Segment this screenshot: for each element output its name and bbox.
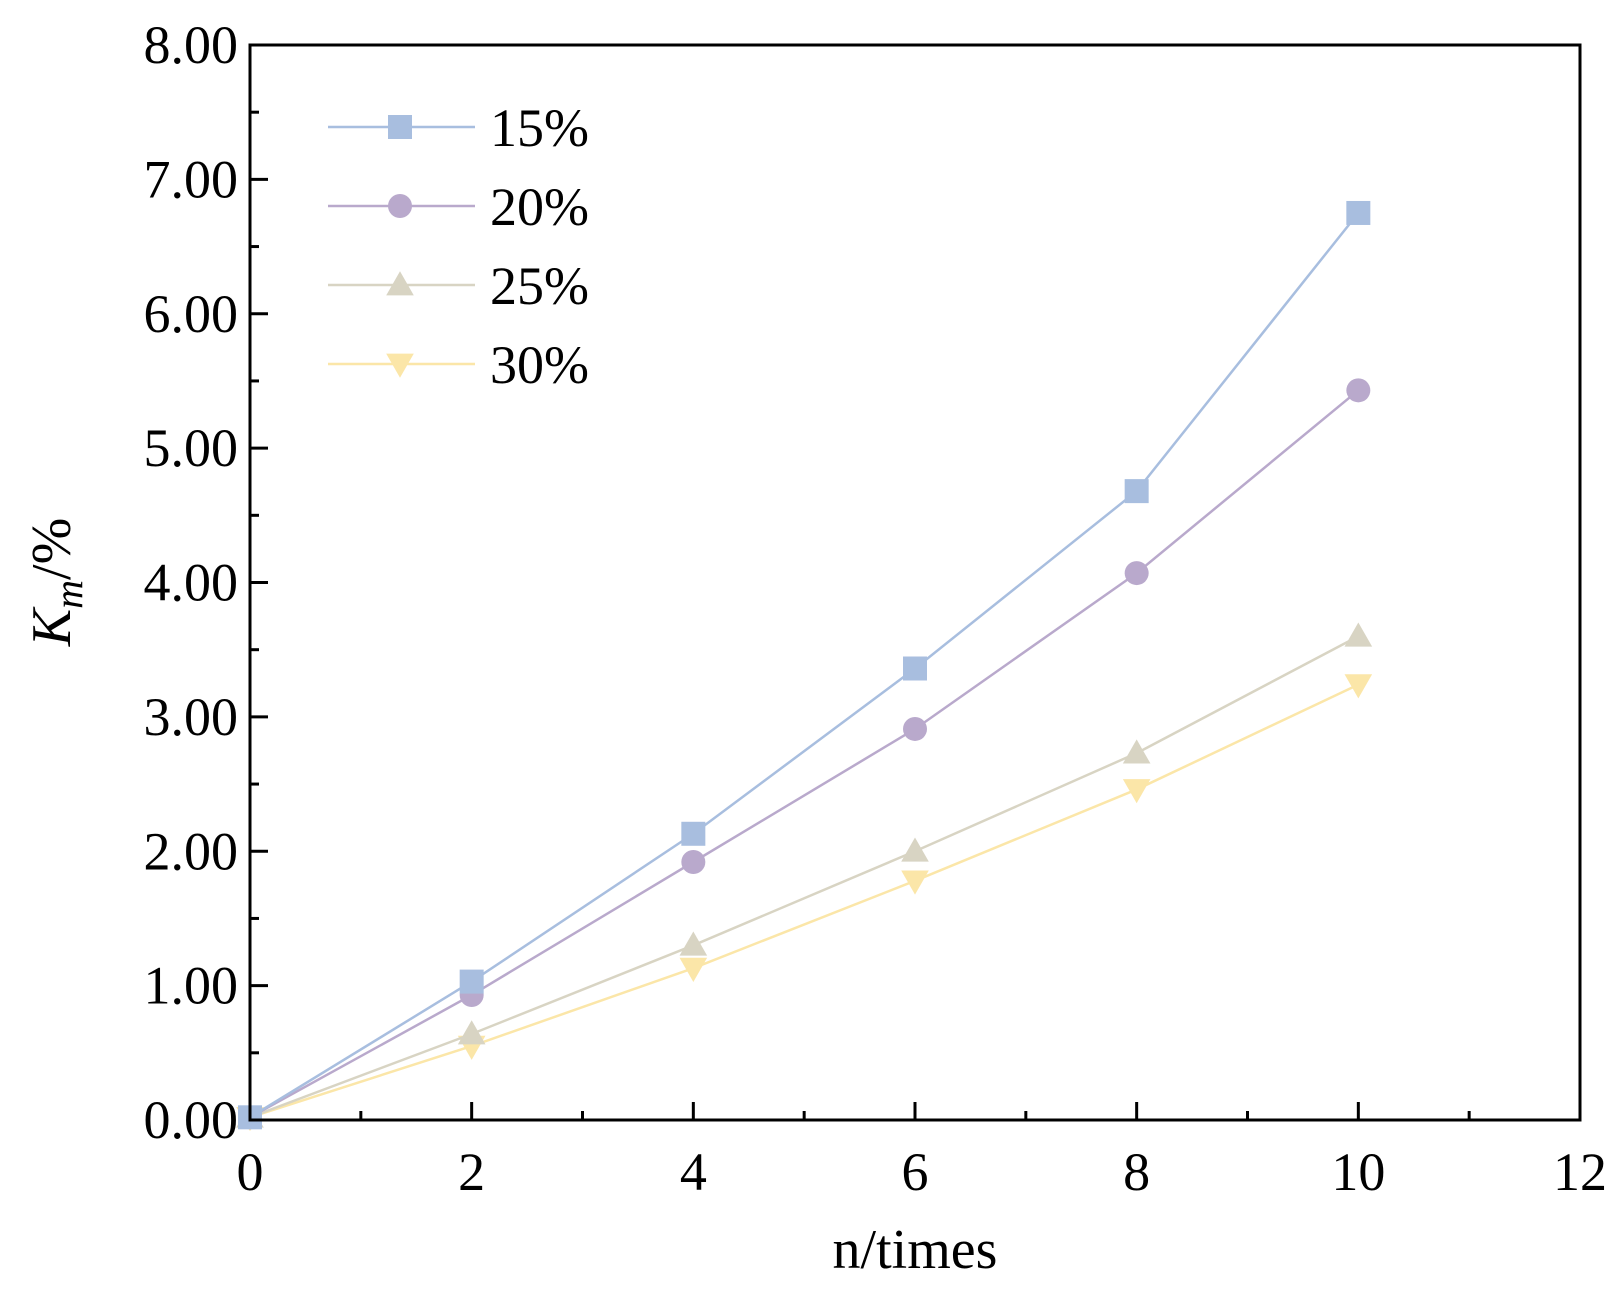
y-tick-label: 6.00 [144, 284, 239, 344]
x-tick-label: 10 [1331, 1142, 1385, 1202]
series-line [249, 683, 1359, 1119]
y-tick-label: 0.00 [144, 1090, 239, 1150]
y-axis-title: Km/% [21, 518, 91, 647]
series-line [249, 635, 1359, 1119]
legend-label: 20% [490, 177, 589, 237]
data-point [457, 1020, 486, 1045]
data-point [1124, 479, 1149, 504]
data-point [1344, 622, 1373, 647]
legend-marker [388, 194, 412, 218]
series-line [249, 212, 1360, 1119]
data-point [1124, 561, 1149, 586]
series-layer [236, 200, 1373, 1132]
data-point [1122, 779, 1151, 804]
data-point [1122, 739, 1151, 764]
y-tick-label: 2.00 [144, 821, 239, 881]
data-point [679, 957, 708, 982]
legend: 15% 20% 25% 30% [328, 98, 589, 395]
y-tick-label: 7.00 [144, 149, 239, 209]
y-tick-label: 5.00 [144, 418, 239, 478]
x-tick-label: 2 [458, 1142, 485, 1202]
x-tick-label: 8 [1123, 1142, 1150, 1202]
legend-marker [386, 271, 414, 296]
data-point [1346, 200, 1371, 225]
data-point [459, 969, 484, 994]
data-point [679, 931, 708, 956]
data-point [681, 821, 706, 846]
x-tick-label: 6 [902, 1142, 929, 1202]
y-axis-title-main: K [21, 606, 83, 647]
ticks-layer: 0 2 4 6 8 10 12 0.00 1.00 2.00 3.00 4.00 5.00 6.00 7.0… [144, 15, 1608, 1202]
x-tick-label: 0 [237, 1142, 264, 1202]
data-point [681, 850, 706, 874]
legend-marker [388, 115, 412, 139]
y-tick-label: 4.00 [144, 553, 239, 613]
series-line [249, 389, 1360, 1119]
x-tick-label: 12 [1553, 1142, 1607, 1202]
y-tick-label: 3.00 [144, 687, 239, 747]
y-axis-title-subscript: m [46, 580, 91, 609]
data-point [1344, 674, 1373, 699]
x-tick-label: 4 [680, 1142, 707, 1202]
y-tick-label: 1.00 [144, 956, 239, 1016]
x-axis-title: n/times [833, 1219, 998, 1281]
data-point [903, 656, 927, 681]
data-point [901, 837, 929, 862]
y-axis-title-suffix: /% [21, 518, 83, 580]
legend-label: 25% [490, 256, 589, 316]
data-point [901, 870, 929, 895]
data-point [1346, 378, 1371, 403]
legend-label: 15% [490, 98, 589, 158]
legend-label: 30% [490, 335, 589, 395]
y-tick-label: 8.00 [144, 15, 239, 75]
data-point [903, 716, 927, 741]
legend-marker [386, 353, 414, 378]
